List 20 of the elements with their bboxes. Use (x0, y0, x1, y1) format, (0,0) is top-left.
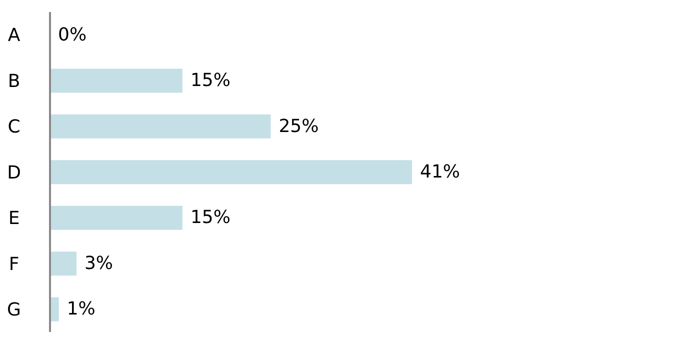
data-label: 1% (66, 298, 96, 320)
y-tick-label: C (8, 116, 20, 138)
bar (50, 68, 182, 93)
bar (50, 297, 59, 322)
bar (50, 114, 271, 138)
y-tick-label: F (8, 254, 20, 275)
data-label: 0% (58, 24, 87, 46)
data-label: 41% (420, 162, 460, 182)
data-label: 3% (84, 252, 114, 274)
bar (50, 252, 76, 276)
y-tick-label: D (7, 162, 21, 184)
y-tick-label: A (8, 25, 21, 46)
y-tick-label: G (7, 300, 21, 321)
data-label: 25% (278, 116, 319, 137)
data-label: 15% (190, 70, 230, 92)
bar (50, 160, 412, 184)
y-tick-label: B (8, 70, 20, 92)
y-tick-label: E (8, 208, 20, 230)
data-label: 15% (190, 207, 230, 228)
bar (50, 206, 182, 230)
